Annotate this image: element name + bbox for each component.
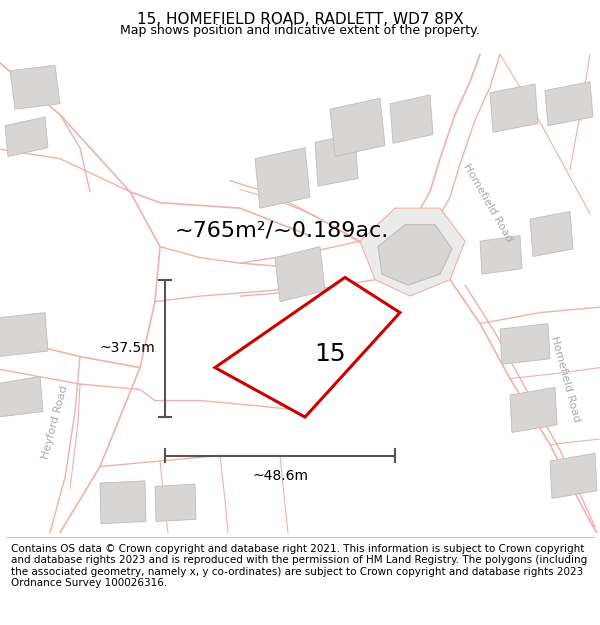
Polygon shape [550,453,597,498]
Text: ~37.5m: ~37.5m [99,341,155,356]
Polygon shape [480,236,522,274]
Polygon shape [275,247,325,302]
Polygon shape [0,312,48,357]
Polygon shape [100,481,146,524]
Polygon shape [5,117,48,156]
Polygon shape [378,224,452,285]
Polygon shape [530,211,573,256]
Text: Heyford Road: Heyford Road [40,385,70,461]
Text: Homefield Road: Homefield Road [549,334,581,422]
Polygon shape [360,208,465,296]
Text: Homefield Road: Homefield Road [461,162,514,244]
Polygon shape [545,82,593,126]
Polygon shape [510,388,557,432]
Polygon shape [155,484,196,521]
Polygon shape [390,95,433,143]
Polygon shape [215,278,400,417]
Polygon shape [10,65,60,109]
Text: ~765m²/~0.189ac.: ~765m²/~0.189ac. [175,220,389,240]
Text: 15: 15 [314,342,346,366]
Text: Contains OS data © Crown copyright and database right 2021. This information is : Contains OS data © Crown copyright and d… [11,544,587,588]
Text: ~48.6m: ~48.6m [252,469,308,482]
Polygon shape [490,84,538,132]
Polygon shape [255,148,310,208]
Text: Map shows position and indicative extent of the property.: Map shows position and indicative extent… [120,24,480,36]
Polygon shape [315,134,358,186]
Polygon shape [330,98,385,156]
Polygon shape [0,376,43,417]
Polygon shape [500,324,550,364]
Text: 15, HOMEFIELD ROAD, RADLETT, WD7 8PX: 15, HOMEFIELD ROAD, RADLETT, WD7 8PX [137,12,463,27]
